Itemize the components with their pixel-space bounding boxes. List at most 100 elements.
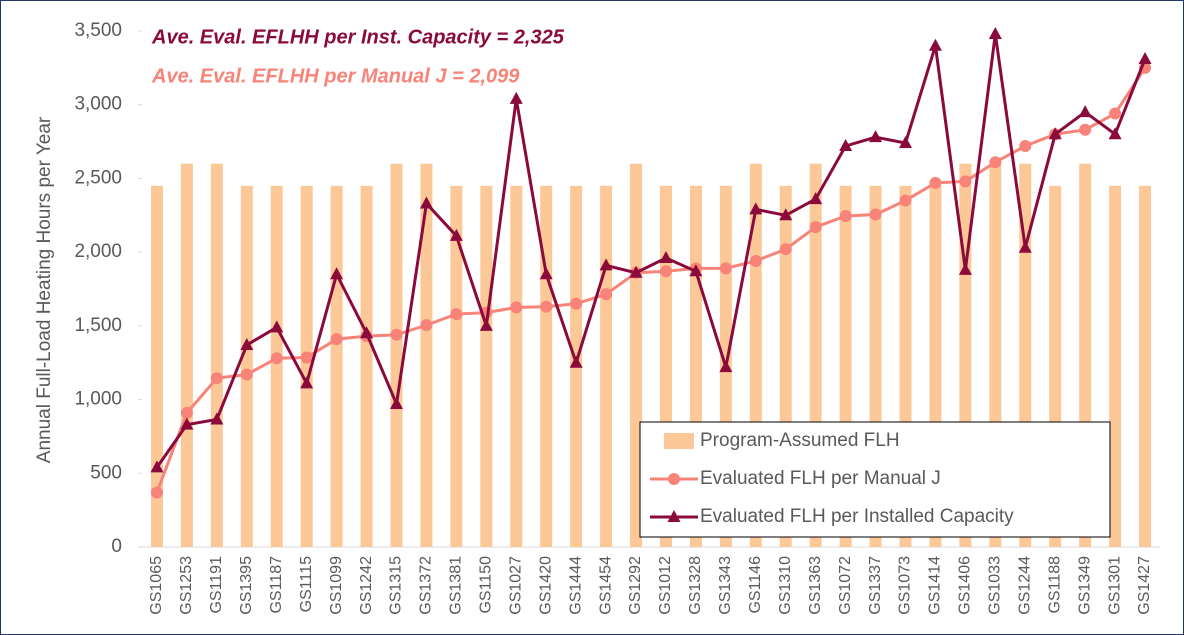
point (479, 318, 493, 331)
bar (270, 185, 283, 548)
x-tick-label: GS1310 (777, 556, 794, 615)
legend-swatch (664, 433, 694, 449)
point (210, 412, 224, 425)
bar (540, 185, 553, 548)
point (540, 300, 553, 313)
point (330, 333, 343, 346)
bar (1109, 185, 1122, 548)
point (629, 265, 643, 278)
point (958, 262, 972, 275)
y-tick-label: 2,000 (74, 241, 122, 262)
y-axis-label: Annual Full-Load Heating Hours per Year (34, 116, 55, 463)
point (839, 138, 853, 151)
point (539, 267, 553, 280)
point (749, 202, 763, 215)
point (510, 301, 523, 314)
x-tick-label: GS1188 (1046, 556, 1063, 614)
point (899, 194, 912, 207)
point (809, 221, 822, 234)
bar (1139, 185, 1152, 548)
x-tick-label: GS1033 (987, 556, 1004, 615)
bar (300, 185, 313, 548)
point (659, 251, 673, 264)
point (1018, 240, 1032, 253)
legend-label: Program-Assumed FLH (700, 430, 900, 451)
point (749, 254, 762, 267)
x-tick-label: GS1363 (807, 556, 824, 615)
y-tick-label: 2,500 (74, 167, 122, 188)
point (1138, 52, 1152, 65)
point (180, 406, 193, 419)
point (1108, 127, 1122, 140)
point (150, 486, 163, 499)
point (569, 355, 583, 368)
point (420, 319, 433, 332)
x-tick-label: GS1414 (927, 556, 944, 615)
bar (180, 163, 193, 547)
point (270, 320, 284, 333)
point (390, 396, 403, 409)
bar (390, 163, 403, 547)
point (809, 192, 823, 205)
point (270, 352, 283, 365)
bar (480, 185, 493, 548)
legend-label: Evaluated FLH per Manual J (700, 468, 941, 489)
line (155, 67, 1147, 493)
x-tick-label: GS1381 (448, 556, 465, 615)
point (419, 196, 433, 209)
x-tick-label: GS1454 (597, 556, 614, 615)
bar (510, 185, 523, 548)
point (180, 417, 194, 430)
point (989, 156, 1002, 169)
point (869, 130, 883, 143)
x-tick-label: GS1349 (1076, 556, 1093, 615)
x-tick-label: GS1372 (418, 556, 435, 615)
line (155, 33, 1147, 469)
x-tick-label: GS1301 (1106, 556, 1123, 615)
bar (600, 185, 613, 548)
x-tick-label: GS1343 (717, 556, 734, 615)
x-tick-label: GS1253 (178, 556, 195, 615)
point (150, 460, 164, 473)
point (1079, 123, 1092, 136)
legend-marker (667, 510, 681, 522)
point (360, 326, 374, 339)
y-tick-label: 3,000 (74, 94, 122, 115)
bar (420, 163, 433, 547)
point (659, 265, 672, 278)
x-tick-label: GS1073 (897, 556, 914, 615)
legend-label: Evaluated FLH per Installed Capacity (700, 506, 1014, 527)
point (600, 288, 613, 301)
annotation: Ave. Eval. EFLHH per Manual J = 2,099 (151, 65, 520, 87)
x-tick-label: GS1328 (687, 556, 704, 615)
point (1019, 139, 1032, 152)
point (988, 26, 1002, 39)
bar (450, 185, 463, 548)
x-tick-label: GS1065 (148, 556, 165, 615)
point (330, 267, 344, 280)
bar (630, 163, 643, 547)
x-tick-label: GS1027 (507, 556, 524, 615)
bar (150, 185, 163, 548)
point (899, 136, 912, 149)
point (719, 360, 733, 373)
y-tick-label: 1,500 (74, 315, 122, 336)
x-tick-label: GS1012 (657, 556, 674, 615)
point (1109, 107, 1122, 120)
point (300, 376, 314, 389)
point (300, 351, 313, 364)
y-tick-label: 3,500 (74, 20, 122, 41)
annotation: Ave. Eval. EFLHH per Inst. Capacity = 2,… (151, 26, 565, 48)
x-tick-label: GS1406 (957, 556, 974, 615)
bar (210, 163, 223, 547)
point (959, 175, 972, 188)
x-tick-label: GS1191 (208, 556, 225, 614)
x-tick-label: GS1146 (747, 556, 764, 614)
point (719, 262, 732, 275)
x-tick-label: GS1150 (478, 556, 495, 614)
legend-marker (668, 473, 680, 485)
point (240, 368, 253, 381)
x-tick-label: GS1115 (298, 556, 315, 612)
